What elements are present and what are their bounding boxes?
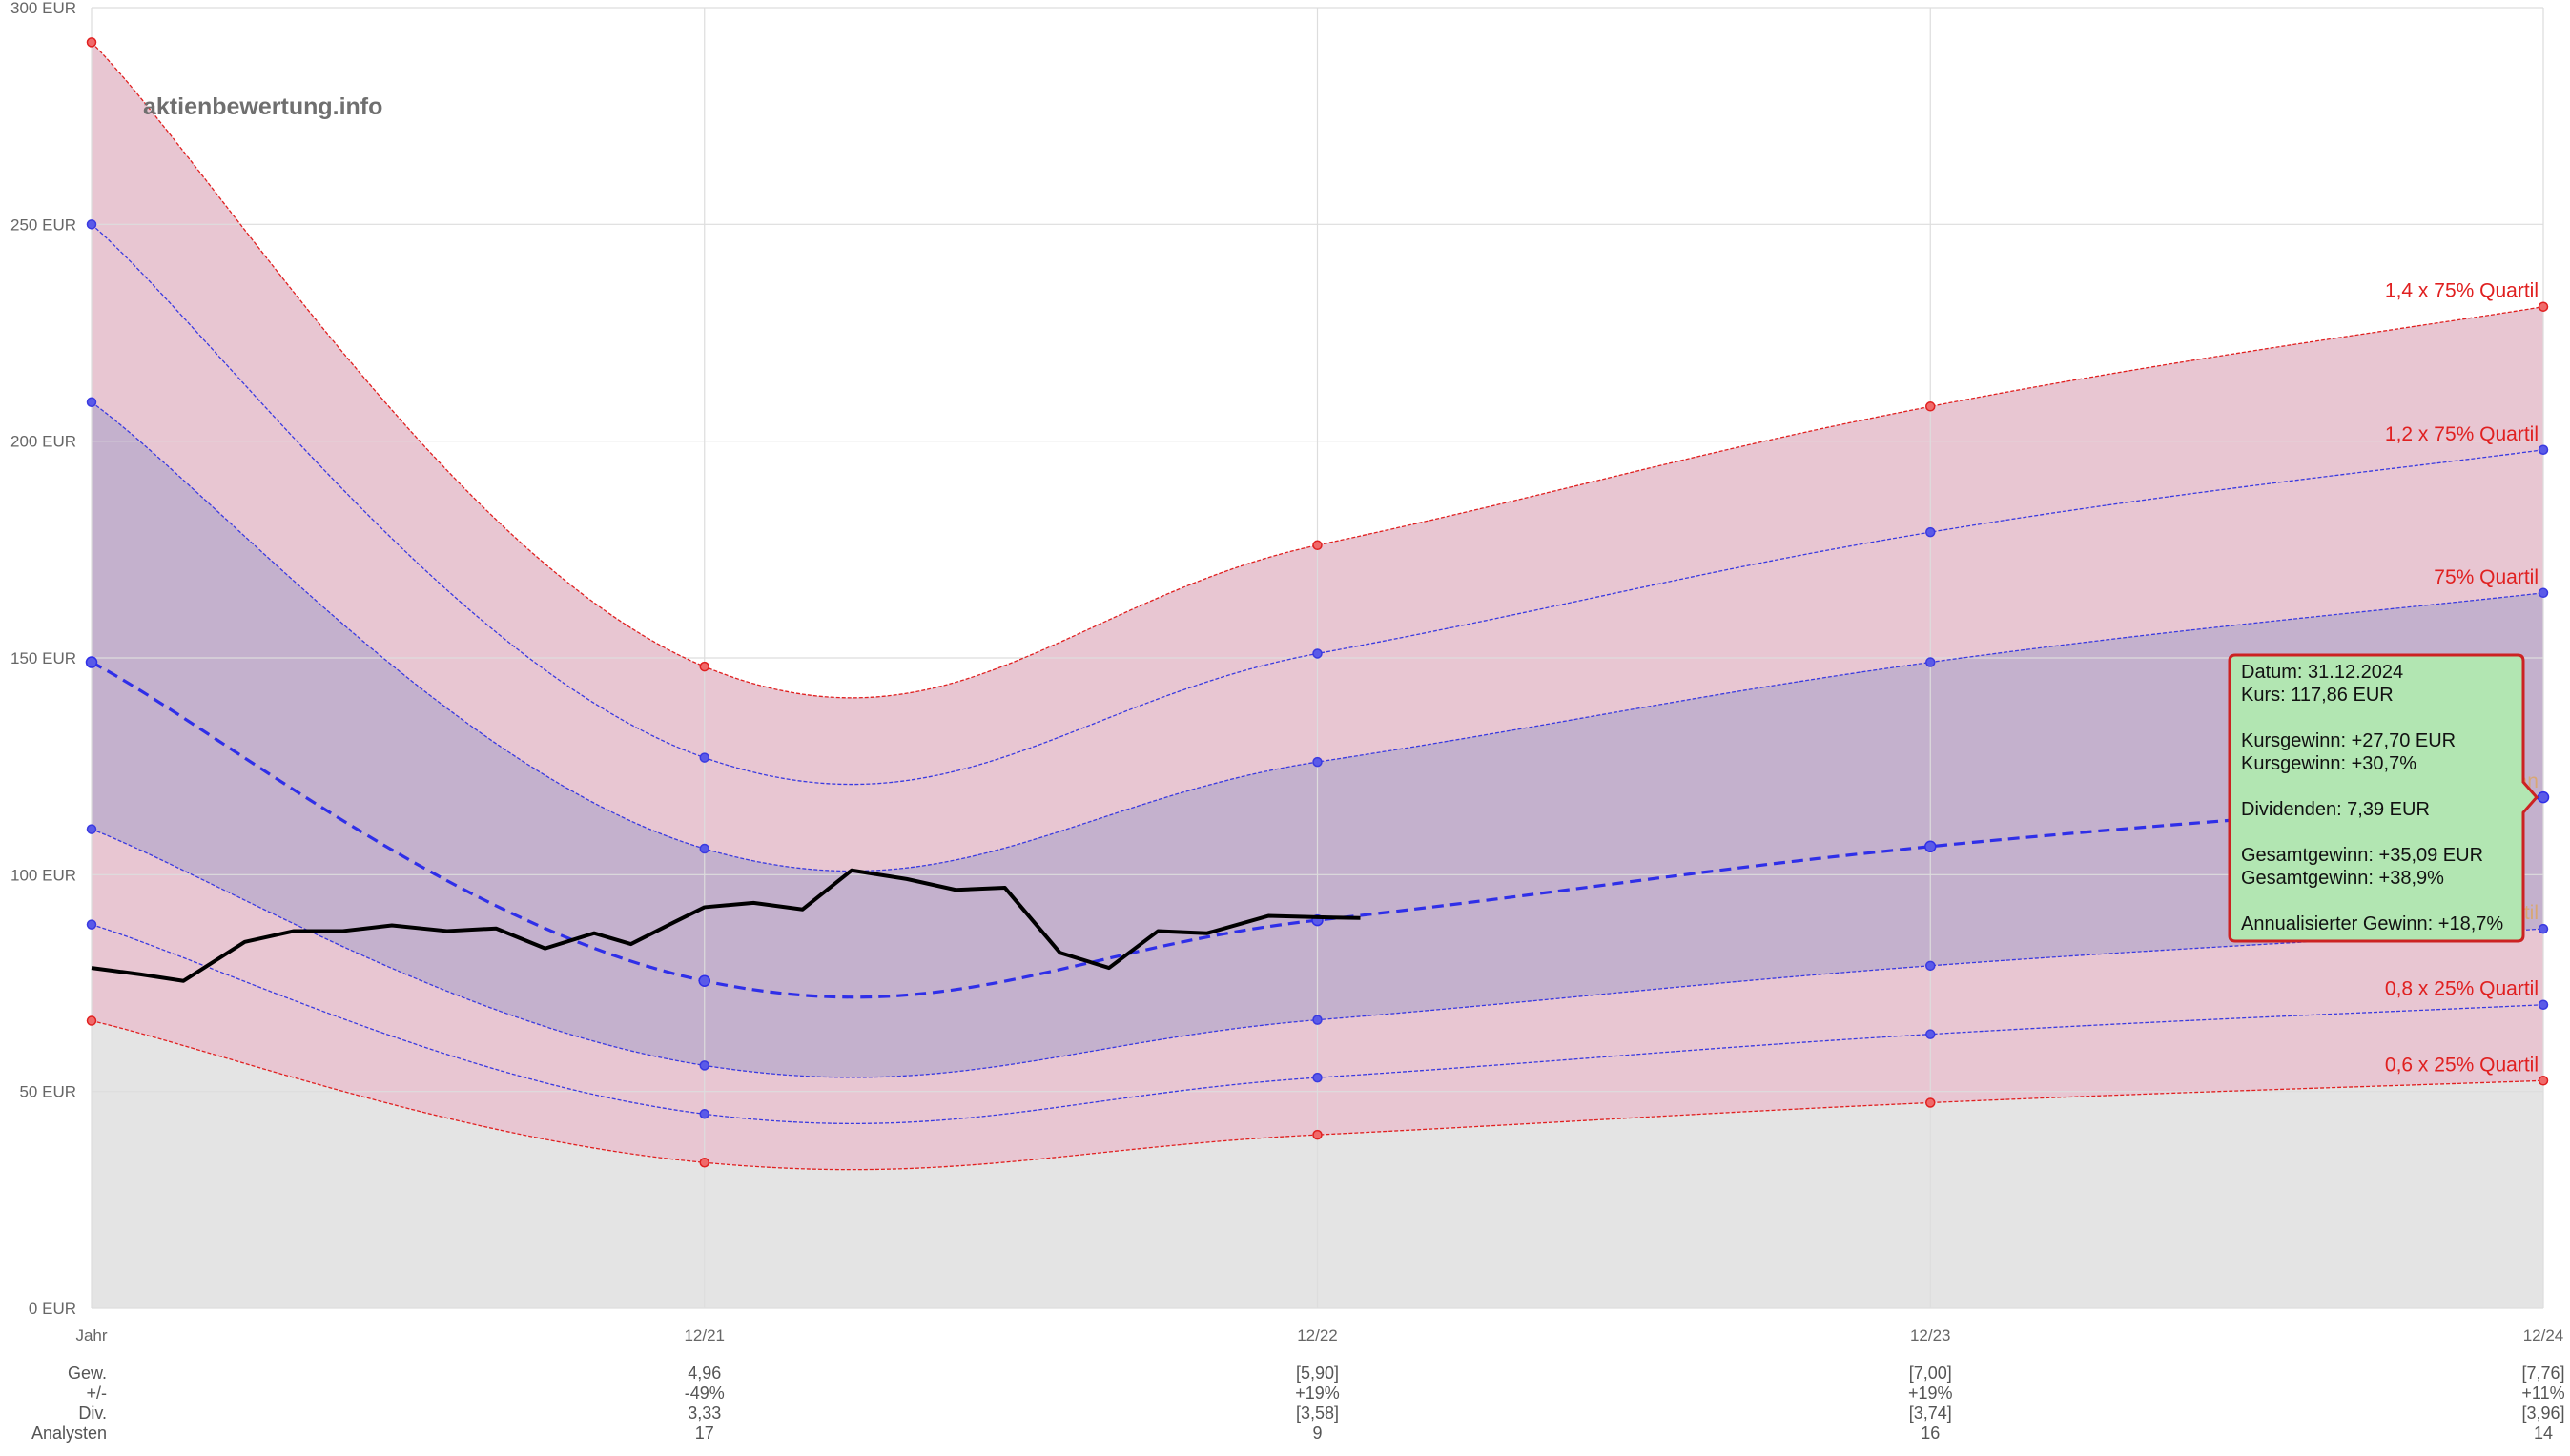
band-label: 0,8 x 25% Quartil — [2385, 978, 2539, 1000]
band-point — [1925, 401, 1936, 412]
band-point — [698, 974, 710, 987]
table-row-label: Div. — [78, 1404, 107, 1423]
band-point — [2538, 301, 2549, 312]
y-tick-label: 0 EUR — [29, 1300, 76, 1318]
band-point — [1312, 540, 1323, 551]
band-point — [2538, 587, 2549, 599]
y-tick-label: 250 EUR — [10, 215, 76, 234]
band-point — [86, 219, 97, 230]
band-point — [86, 397, 97, 407]
table-cell: +19% — [1295, 1384, 1340, 1403]
band-point — [1312, 1072, 1323, 1083]
table-row-label: Gew. — [68, 1364, 107, 1383]
band-point — [86, 824, 97, 834]
x-tick-label: 12/22 — [1297, 1326, 1338, 1344]
band-line — [91, 223, 2544, 786]
band-point — [86, 1015, 97, 1026]
band-point — [86, 37, 97, 48]
band-point — [699, 1060, 709, 1071]
y-tick-label: 100 EUR — [10, 866, 76, 884]
band-point — [1924, 840, 1937, 853]
band-label: 1,2 x 75% Quartil — [2385, 423, 2539, 445]
tooltip-line: Annualisierter Gewinn: +18,7% — [2241, 913, 2503, 934]
x-tick-label: Jahr — [75, 1326, 107, 1344]
table-cell: [3,96] — [2521, 1404, 2564, 1423]
band-point — [699, 1157, 709, 1168]
band-point — [1925, 960, 1936, 972]
watermark: aktienbewertung.info — [143, 93, 382, 120]
band-point — [2538, 923, 2549, 934]
y-tick-label: 200 EUR — [10, 433, 76, 451]
axis-ticks: 0 EUR 50 EUR 100 EUR 150 EUR 200 EUR 250 EUR 3… — [10, 0, 2563, 1344]
y-tick-label: 300 EUR — [10, 0, 76, 17]
table-cell: [3,74] — [1909, 1404, 1952, 1423]
table-row-label: +/- — [86, 1384, 107, 1403]
band-label: 0,6 x 25% Quartil — [2385, 1054, 2539, 1076]
band-point — [1925, 1029, 1936, 1039]
table-cell: [7,76] — [2521, 1364, 2564, 1383]
band-line — [91, 923, 2544, 1125]
table-cell: [3,58] — [1296, 1404, 1339, 1423]
band-line — [91, 661, 2544, 999]
tooltip-line: Gesamtgewinn: +38,9% — [2241, 868, 2444, 889]
band-point — [1925, 1097, 1936, 1108]
y-tick-label: 50 EUR — [19, 1083, 76, 1101]
table-cell: -49% — [685, 1384, 725, 1403]
band-point — [2538, 1076, 2549, 1086]
tooltip-line: Kurs: 117,86 EUR — [2241, 685, 2394, 706]
band-point — [699, 1109, 709, 1119]
table-cell: 4,96 — [688, 1364, 721, 1383]
band-lines — [85, 37, 2550, 1171]
tooltip-box — [2228, 653, 2539, 943]
band-point — [1312, 1129, 1323, 1140]
band-point — [1312, 648, 1323, 659]
price-series — [91, 868, 1361, 983]
table-cell: 14 — [2534, 1424, 2553, 1443]
table-cell: 9 — [1312, 1424, 1322, 1443]
fundamentals-table: Gew. 4,96 [5,90] [7,00] [7,76] +/- -49% +19% +19… — [31, 1364, 2565, 1443]
tooltip-line: Datum: 31.12.2024 — [2241, 662, 2403, 683]
table-cell: +11% — [2521, 1384, 2564, 1403]
table-cell: [5,90] — [1296, 1364, 1339, 1383]
table-cell: 3,33 — [688, 1404, 721, 1423]
band-label: 1,4 x 75% Quartil — [2385, 280, 2539, 302]
band-label: 75% Quartil — [2434, 566, 2539, 588]
price-line — [91, 868, 1361, 983]
band-point — [1925, 657, 1936, 667]
band-point — [699, 843, 709, 854]
tooltip-line: Kursgewinn: +30,7% — [2241, 753, 2416, 774]
table-cell: +19% — [1908, 1384, 1953, 1403]
band-point — [2537, 790, 2550, 804]
y-tick-label: 150 EUR — [10, 649, 76, 667]
x-tick-label: 12/21 — [684, 1326, 725, 1344]
table-cell: 17 — [695, 1424, 714, 1443]
band-point — [85, 656, 98, 668]
band-line — [91, 41, 2544, 699]
band-line — [91, 401, 2544, 872]
x-tick-label: 12/24 — [2523, 1326, 2564, 1344]
tooltip-line: Dividenden: 7,39 EUR — [2241, 799, 2430, 820]
band-point — [1925, 526, 1936, 538]
x-tick-label: 12/23 — [1910, 1326, 1951, 1344]
band-point — [2538, 444, 2549, 456]
tooltip-line: Kursgewinn: +27,70 EUR — [2241, 730, 2456, 751]
band-point — [1312, 756, 1323, 768]
tooltip-line: Gesamtgewinn: +35,09 EUR — [2241, 845, 2483, 866]
band-point — [86, 919, 97, 930]
band-point — [699, 752, 709, 763]
table-cell: 16 — [1921, 1424, 1940, 1443]
table-cell: [7,00] — [1909, 1364, 1952, 1383]
table-row-label: Analysten — [31, 1424, 107, 1443]
band-point — [1312, 1015, 1323, 1025]
band-point — [699, 661, 709, 672]
band-point — [2538, 999, 2549, 1010]
